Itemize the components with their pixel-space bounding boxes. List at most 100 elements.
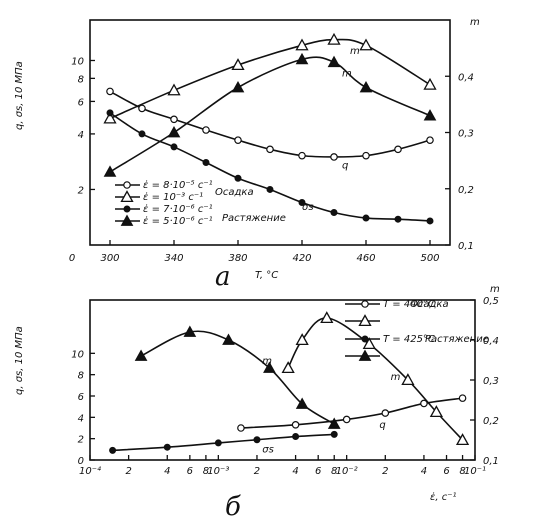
panel-b-x-tick-label: 4 — [421, 466, 427, 477]
panel-a-point — [106, 87, 114, 96]
panel-a-point — [103, 111, 117, 124]
panel-b-point — [362, 337, 376, 350]
panel-b-x-tick-label: 4 — [164, 466, 170, 477]
panel-b-curve-label: σs — [262, 445, 274, 456]
panel-a-point — [298, 198, 306, 206]
panel-b-point — [214, 439, 222, 447]
panel-b-y2-tick-label: 0,1 — [483, 456, 499, 467]
panel-a-point — [167, 125, 181, 138]
panel-a-point — [231, 58, 245, 71]
panel-a-point — [170, 143, 178, 151]
panel-a-y-tick-label: 2 — [78, 185, 84, 196]
panel-a-point — [234, 174, 242, 182]
panel-a-point — [362, 151, 370, 160]
panel-b-legend-marker — [358, 314, 372, 327]
panel-a-curve-label: m — [350, 46, 360, 57]
panel-b-x-tick-label: 10⁻⁴ — [79, 465, 101, 477]
panel-b-x-tick-label: 4 — [292, 466, 298, 477]
panel-b: 10⁻⁴ 2 4 6 810⁻³ 2 4 6 810⁻² 2 4 6 810⁻¹02468100,10,… — [71, 296, 499, 477]
panel-a-point — [138, 130, 146, 138]
panel-b-point — [134, 349, 148, 361]
panel-a-legend-label: ε̇ = 10⁻³ с⁻¹ — [143, 191, 203, 203]
panel-b-point — [237, 424, 245, 432]
panel-a-point — [170, 115, 178, 124]
panel-b-point — [291, 420, 300, 429]
panel-a-xlabel: T, °C — [255, 270, 278, 281]
panel-b-point — [320, 311, 334, 324]
panel-b-point — [183, 325, 197, 337]
panel-b-point — [281, 361, 295, 374]
panel-a-y2-tick-label: 0,3 — [458, 129, 474, 140]
panel-a-x-tick-label: 340 — [164, 253, 183, 264]
panel-b-point — [381, 409, 390, 417]
panel-b-y-tick-label: 8 — [78, 371, 84, 382]
panel-a-legend-marker — [120, 214, 134, 226]
panel-b-legend-marker — [361, 300, 369, 308]
panel-a-point — [426, 217, 434, 225]
panel-a-point — [231, 80, 245, 93]
panel-a-point — [202, 158, 210, 166]
panel-b-y-tick-label: 0 — [78, 456, 84, 467]
panel-a-y2label: m — [470, 17, 480, 28]
panel-a-point — [103, 165, 117, 177]
panel-a-y-tick-label: 6 — [78, 97, 84, 108]
panel-a-point — [106, 109, 114, 117]
panel-b-legend-marker — [358, 349, 372, 361]
panel-a-point — [295, 38, 309, 51]
panel-a-y2-tick-label: 0,2 — [458, 185, 474, 196]
panel-b-point — [458, 394, 467, 402]
panel-b-x-tick-label: 8 — [203, 466, 209, 477]
panel-a-x-tick-label: 0 — [69, 253, 75, 264]
panel-a-legend-marker — [120, 190, 134, 203]
panel-b-series-line — [112, 433, 335, 452]
panel-b-y2-tick-label: 0,3 — [483, 376, 499, 387]
panel-a-x-tick-label: 380 — [228, 253, 247, 264]
panel-a-point — [298, 151, 306, 160]
panel-a-x-tick-label: 300 — [100, 253, 119, 264]
panel-b-curve-label: q — [379, 420, 385, 431]
panel-b-point — [342, 415, 351, 424]
panel-b-point — [222, 333, 235, 345]
panel-a: 0 300 340 380 420 460 500 2 4 6 8 10 0,1 0,2 0,3 0,4 mm q… — [69, 32, 474, 264]
panel-b-legend-label: T = 425°C — [383, 334, 435, 345]
panel-a-legend-label: ε̇ = 7·10⁻⁶ с⁻¹ — [143, 203, 213, 215]
panel-b-x-tick-label: 2 — [254, 466, 260, 477]
panel-a-point — [394, 215, 402, 223]
panel-b-curve-label: m — [262, 356, 272, 367]
panel-b-point — [420, 399, 428, 408]
panel-a-legend-label: ε̇ = 8·10⁻⁵ с⁻¹ — [143, 179, 213, 191]
panel-b-legend-label: T = 440°C — [383, 299, 435, 310]
panel-b-y2-tick-label: 0,4 — [483, 336, 499, 347]
panel-a-point — [359, 80, 373, 93]
panel-a-x-tick-label: 500 — [420, 253, 439, 264]
panel-a-legend-note: Растяжение — [222, 213, 286, 224]
panel-b-point — [327, 417, 341, 429]
panel-b-xlabel: ε̇, с⁻¹ — [430, 491, 457, 503]
panel-a-point — [138, 104, 146, 113]
panel-b-x-tick-label: 10⁻² — [336, 466, 358, 477]
panel-a-x-tick-label: 420 — [292, 253, 311, 264]
panel-a-series-line — [109, 38, 431, 120]
panel-a-ylabel: q, σs, 10 МПа — [14, 61, 25, 130]
panel-b-legend-marker — [361, 335, 369, 343]
panel-a-point — [234, 136, 242, 144]
panel-b-series-line — [240, 397, 463, 429]
panel-a-point — [330, 153, 338, 161]
panel-b-label: б — [225, 492, 241, 522]
panel-b-x-tick-label: 8 — [331, 466, 337, 477]
panel-a-point — [394, 145, 402, 154]
panel-b-x-tick-label: 10⁻¹ — [464, 466, 486, 477]
panel-a-x-tick-label: 460 — [356, 253, 375, 264]
panel-a-legend-note: Осадка — [215, 187, 254, 198]
panel-b-point — [295, 397, 309, 409]
panel-b-y-tick-label: 4 — [78, 413, 84, 424]
panel-a-point — [362, 214, 370, 222]
panel-b-curve-label: m — [391, 372, 401, 383]
panel-a-legend-label: ε̇ = 5·10⁻⁶ с⁻¹ — [143, 215, 213, 227]
panel-b-x-tick-label: 8 — [459, 466, 465, 477]
panel-b-ylabel: q, σs, 10 МПа — [14, 326, 25, 395]
panel-a-label: а — [215, 262, 231, 292]
panel-a-point — [266, 145, 274, 154]
panel-a-point — [423, 77, 437, 90]
